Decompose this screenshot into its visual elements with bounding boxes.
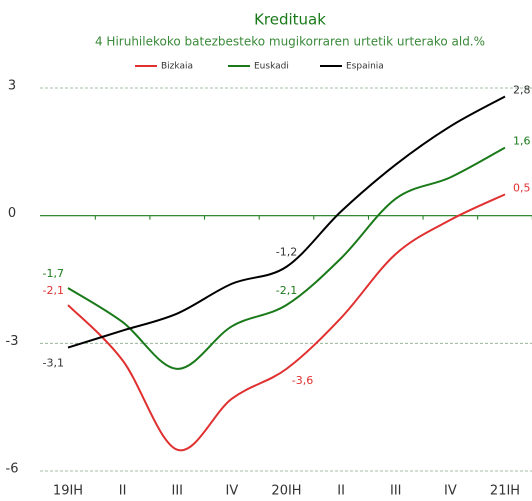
data-label: -2,1 xyxy=(276,284,297,297)
x-tick-label: III xyxy=(390,484,402,499)
y-tick-label: 3 xyxy=(8,79,16,94)
data-label: 1,6 xyxy=(513,135,531,148)
y-tick-label: 0 xyxy=(8,206,16,221)
y-tick-label: -3 xyxy=(6,334,19,349)
data-label: 2,8 xyxy=(513,84,531,97)
x-tick-label: 20IH xyxy=(271,484,301,499)
data-label: -2,1 xyxy=(43,284,64,297)
x-tick-label: 21IH xyxy=(490,484,520,499)
series-line xyxy=(67,193,506,452)
series-line xyxy=(67,95,506,349)
x-tick-label: 19IH xyxy=(53,484,83,499)
x-tick-label: IV xyxy=(226,484,239,499)
chart-title: Kredituak xyxy=(254,11,326,29)
x-tick-label: III xyxy=(171,484,183,499)
chart-subtitle: 4 Hiruhilekoko batezbesteko mugikorraren… xyxy=(95,35,485,49)
y-tick-label: -6 xyxy=(6,462,19,477)
x-tick-label: IV xyxy=(444,484,457,499)
data-label: 0,5 xyxy=(513,181,531,194)
data-label: -3,6 xyxy=(292,374,313,387)
x-tick-label: II xyxy=(337,484,345,499)
data-label: -1,7 xyxy=(43,267,64,280)
legend-label: Espainia xyxy=(346,62,384,72)
series-line xyxy=(67,146,506,370)
legend-label: Bizkaia xyxy=(161,62,193,72)
data-label: -3,1 xyxy=(43,357,64,370)
legend-label: Euskadi xyxy=(254,62,289,72)
data-label: -1,2 xyxy=(276,246,297,259)
x-tick-label: II xyxy=(119,484,127,499)
